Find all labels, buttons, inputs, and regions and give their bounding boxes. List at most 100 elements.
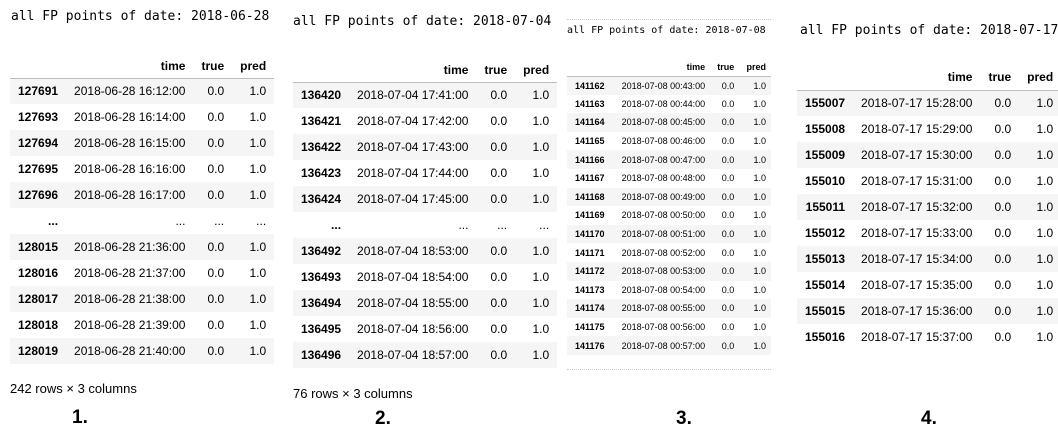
table-row: 155016 2018-07-17 15:37:00 0.0 1.0 (797, 324, 1058, 350)
cell-true: 0.0 (721, 247, 735, 258)
table-row: 141171 2018-07-08 00:52:00 0.0 1.0 (567, 243, 771, 262)
panel-caption: 2. (375, 408, 391, 429)
cell-true: 0.0 (721, 191, 735, 202)
panel-caption: 4. (921, 408, 937, 429)
cell-true: ... (497, 218, 508, 232)
cell-true: 0.0 (994, 122, 1012, 136)
cell-true: 0.0 (207, 84, 225, 99)
cell-true: 0.0 (207, 318, 225, 332)
row-index: 128015 (18, 240, 59, 254)
cell-time: 2018-06-28 16:15:00 (74, 136, 186, 150)
column-header-pred: pred (746, 61, 766, 72)
cell-pred: 1.0 (249, 84, 267, 99)
row-index: 136420 (301, 88, 342, 103)
panel-heading: all FP points of date: 2018-07-17 (800, 23, 1058, 38)
table-row: 141167 2018-07-08 00:48:00 0.0 1.0 (567, 168, 771, 188)
column-header-true: true (988, 69, 1012, 84)
cell-true: 0.0 (994, 174, 1012, 188)
cell-pred: 1.0 (249, 240, 267, 254)
dataframe-shape: 242 rows × 3 columns (10, 381, 137, 396)
cell-pred: 1.0 (753, 173, 766, 184)
cell-true: 0.0 (721, 229, 735, 240)
cell-pred: 1.0 (753, 154, 766, 165)
cell-time: 2018-07-08 00:43:00 (621, 80, 706, 91)
cell-pred: 1.0 (249, 188, 267, 202)
cell-time: 2018-07-17 15:35:00 (861, 278, 973, 292)
row-index: 136493 (301, 270, 342, 284)
cell-pred: 1.0 (532, 270, 550, 284)
cell-time: 2018-07-17 15:37:00 (861, 330, 973, 344)
cell-time: 2018-07-04 17:42:00 (357, 114, 469, 128)
table-row: 141163 2018-07-08 00:44:00 0.0 1.0 (567, 94, 771, 114)
cell-pred: 1.0 (753, 80, 766, 91)
cell-pred: 1.0 (753, 247, 766, 258)
cell-true: 0.0 (721, 173, 735, 184)
row-index: 141164 (574, 117, 605, 128)
cell-time: 2018-07-08 00:57:00 (621, 340, 706, 351)
panel-heading: all FP points of date: 2018-06-28 (11, 9, 270, 24)
cell-pred: 1.0 (1036, 122, 1054, 136)
dataframe-table: time true pred 155007 2018-07-17 15:28:00… (797, 64, 1058, 350)
cell-time: 2018-06-28 21:40:00 (74, 344, 186, 358)
table-header-row: time true pred (567, 58, 771, 76)
table-row: 141170 2018-07-08 00:51:00 0.0 1.0 (567, 224, 771, 244)
row-index: 141171 (574, 247, 605, 258)
cell-true: 0.0 (490, 244, 508, 258)
row-index: 155011 (805, 200, 846, 214)
cell-time: 2018-07-08 00:44:00 (621, 98, 706, 109)
cell-pred: ... (256, 214, 267, 228)
cell-true: 0.0 (207, 162, 225, 176)
table-row: 141175 2018-07-08 00:56:00 0.0 1.0 (567, 317, 771, 337)
divider (567, 19, 771, 20)
table-row: 136421 2018-07-04 17:42:00 0.0 1.0 (293, 108, 558, 134)
row-index: 136422 (301, 140, 342, 154)
cell-pred: 1.0 (753, 117, 766, 128)
cell-time: 2018-07-08 00:54:00 (621, 284, 706, 295)
table-row: 128018 2018-06-28 21:39:00 0.0 1.0 (10, 312, 275, 338)
row-index: 136492 (301, 244, 342, 258)
cell-true: 0.0 (994, 304, 1012, 318)
table-row: 155010 2018-07-17 15:31:00 0.0 1.0 (797, 168, 1058, 194)
table-row: 127695 2018-06-28 16:16:00 0.0 1.0 (10, 156, 275, 182)
table-header-row: time true pred (10, 54, 275, 78)
row-index: 127694 (18, 136, 59, 150)
row-index: 127696 (18, 188, 59, 202)
row-index: 155009 (805, 148, 846, 162)
table-row: 136496 2018-07-04 18:57:00 0.0 1.0 (293, 342, 558, 368)
table-row: 128015 2018-06-28 21:36:00 0.0 1.0 (10, 234, 275, 260)
table-row: 141173 2018-07-08 00:54:00 0.0 1.0 (567, 280, 771, 300)
cell-pred: 1.0 (532, 88, 550, 103)
cell-time: 2018-07-17 15:34:00 (861, 252, 973, 266)
row-index: 136423 (301, 166, 342, 180)
cell-time: 2018-07-04 17:44:00 (357, 166, 469, 180)
table-row: 136494 2018-07-04 18:55:00 0.0 1.0 (293, 290, 558, 316)
cell-true: 0.0 (490, 88, 508, 103)
dataframe-table: time true pred 141162 2018-07-08 00:43:00… (567, 58, 771, 355)
table-row: 127693 2018-06-28 16:14:00 0.0 1.0 (10, 104, 275, 130)
cell-true: 0.0 (994, 330, 1012, 344)
table-row: 141174 2018-07-08 00:55:00 0.0 1.0 (567, 299, 771, 318)
cell-pred: 1.0 (753, 191, 766, 202)
cell-time: 2018-07-08 00:53:00 (621, 266, 706, 277)
cell-time: 2018-07-17 15:31:00 (861, 174, 973, 188)
row-index: 128017 (18, 292, 59, 306)
cell-time: 2018-07-17 15:29:00 (861, 122, 973, 136)
cell-time: 2018-07-04 18:57:00 (357, 348, 469, 362)
cell-pred: 1.0 (753, 229, 766, 240)
row-index: 155014 (805, 278, 846, 292)
cell-time: ... (458, 218, 469, 232)
row-index: 155008 (805, 122, 846, 136)
cell-true: 0.0 (721, 136, 735, 147)
row-index: 155010 (805, 174, 846, 188)
cell-true: 0.0 (207, 292, 225, 306)
row-index: 155015 (805, 304, 846, 318)
cell-pred: 1.0 (753, 340, 766, 351)
cell-pred: 1.0 (249, 318, 267, 332)
row-index: 141162 (574, 80, 605, 91)
column-header-time: time (686, 61, 706, 72)
cell-true: 0.0 (207, 344, 225, 358)
column-header-pred: pred (523, 62, 550, 77)
table-row: 141168 2018-07-08 00:49:00 0.0 1.0 (567, 187, 771, 207)
cell-pred: 1.0 (753, 303, 766, 314)
table-row: 127694 2018-06-28 16:15:00 0.0 1.0 (10, 130, 275, 156)
